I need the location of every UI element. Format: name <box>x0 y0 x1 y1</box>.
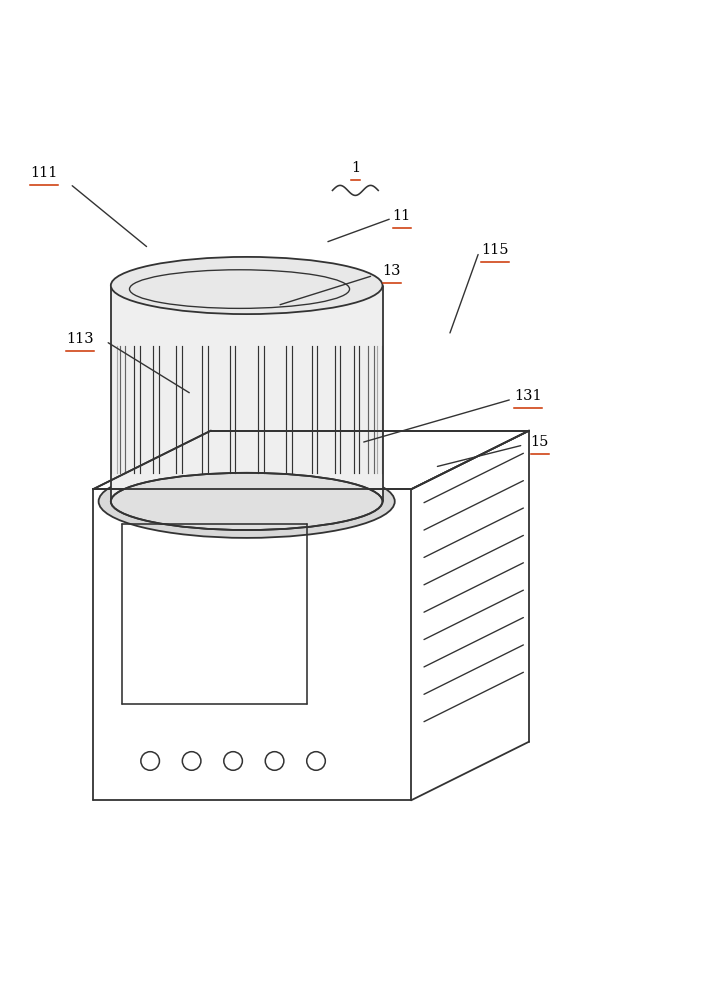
Text: 1: 1 <box>351 161 360 175</box>
Ellipse shape <box>99 465 395 538</box>
Text: 111: 111 <box>31 166 58 180</box>
Text: 131: 131 <box>514 389 541 403</box>
Text: 11: 11 <box>393 209 411 223</box>
Text: 115: 115 <box>481 243 508 257</box>
Ellipse shape <box>111 257 383 314</box>
Ellipse shape <box>111 473 383 530</box>
Bar <box>111 286 383 501</box>
Text: 13: 13 <box>383 264 401 278</box>
Text: 113: 113 <box>66 332 94 346</box>
Text: 15: 15 <box>531 435 549 449</box>
